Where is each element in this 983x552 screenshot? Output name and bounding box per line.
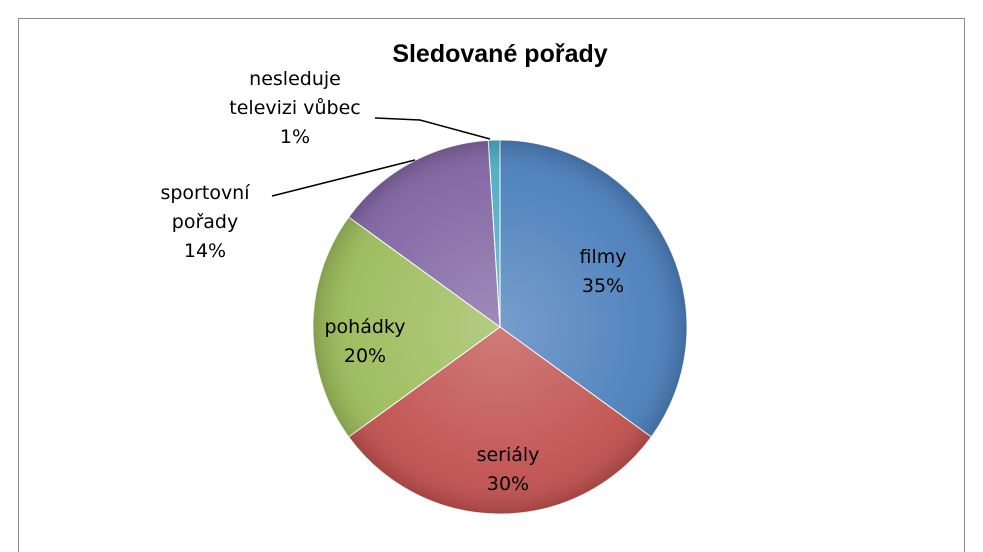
slice-value: 14% [183, 239, 227, 262]
slice-category: filmy [579, 246, 627, 268]
slice-value: 30% [486, 473, 530, 495]
slice-category: sportovní pořady [160, 181, 250, 233]
data-label: seriály 30% [428, 441, 588, 499]
leader-line [374, 117, 491, 140]
data-label: nesleduje televizi vůbec 1% [215, 65, 375, 152]
slice-value: 35% [581, 275, 625, 297]
slice-category: nesleduje televizi vůbec [229, 67, 361, 119]
slice-category: pohádky [324, 316, 406, 338]
data-label: pohádky 20% [285, 313, 445, 371]
slice-value: 20% [343, 345, 387, 367]
data-label: sportovní pořady 14% [145, 179, 265, 266]
chart-title: Sledované pořady [392, 40, 608, 68]
slice-value: 1% [279, 125, 311, 148]
slice-category: seriály [476, 444, 540, 466]
data-label: filmy 35% [523, 243, 683, 301]
